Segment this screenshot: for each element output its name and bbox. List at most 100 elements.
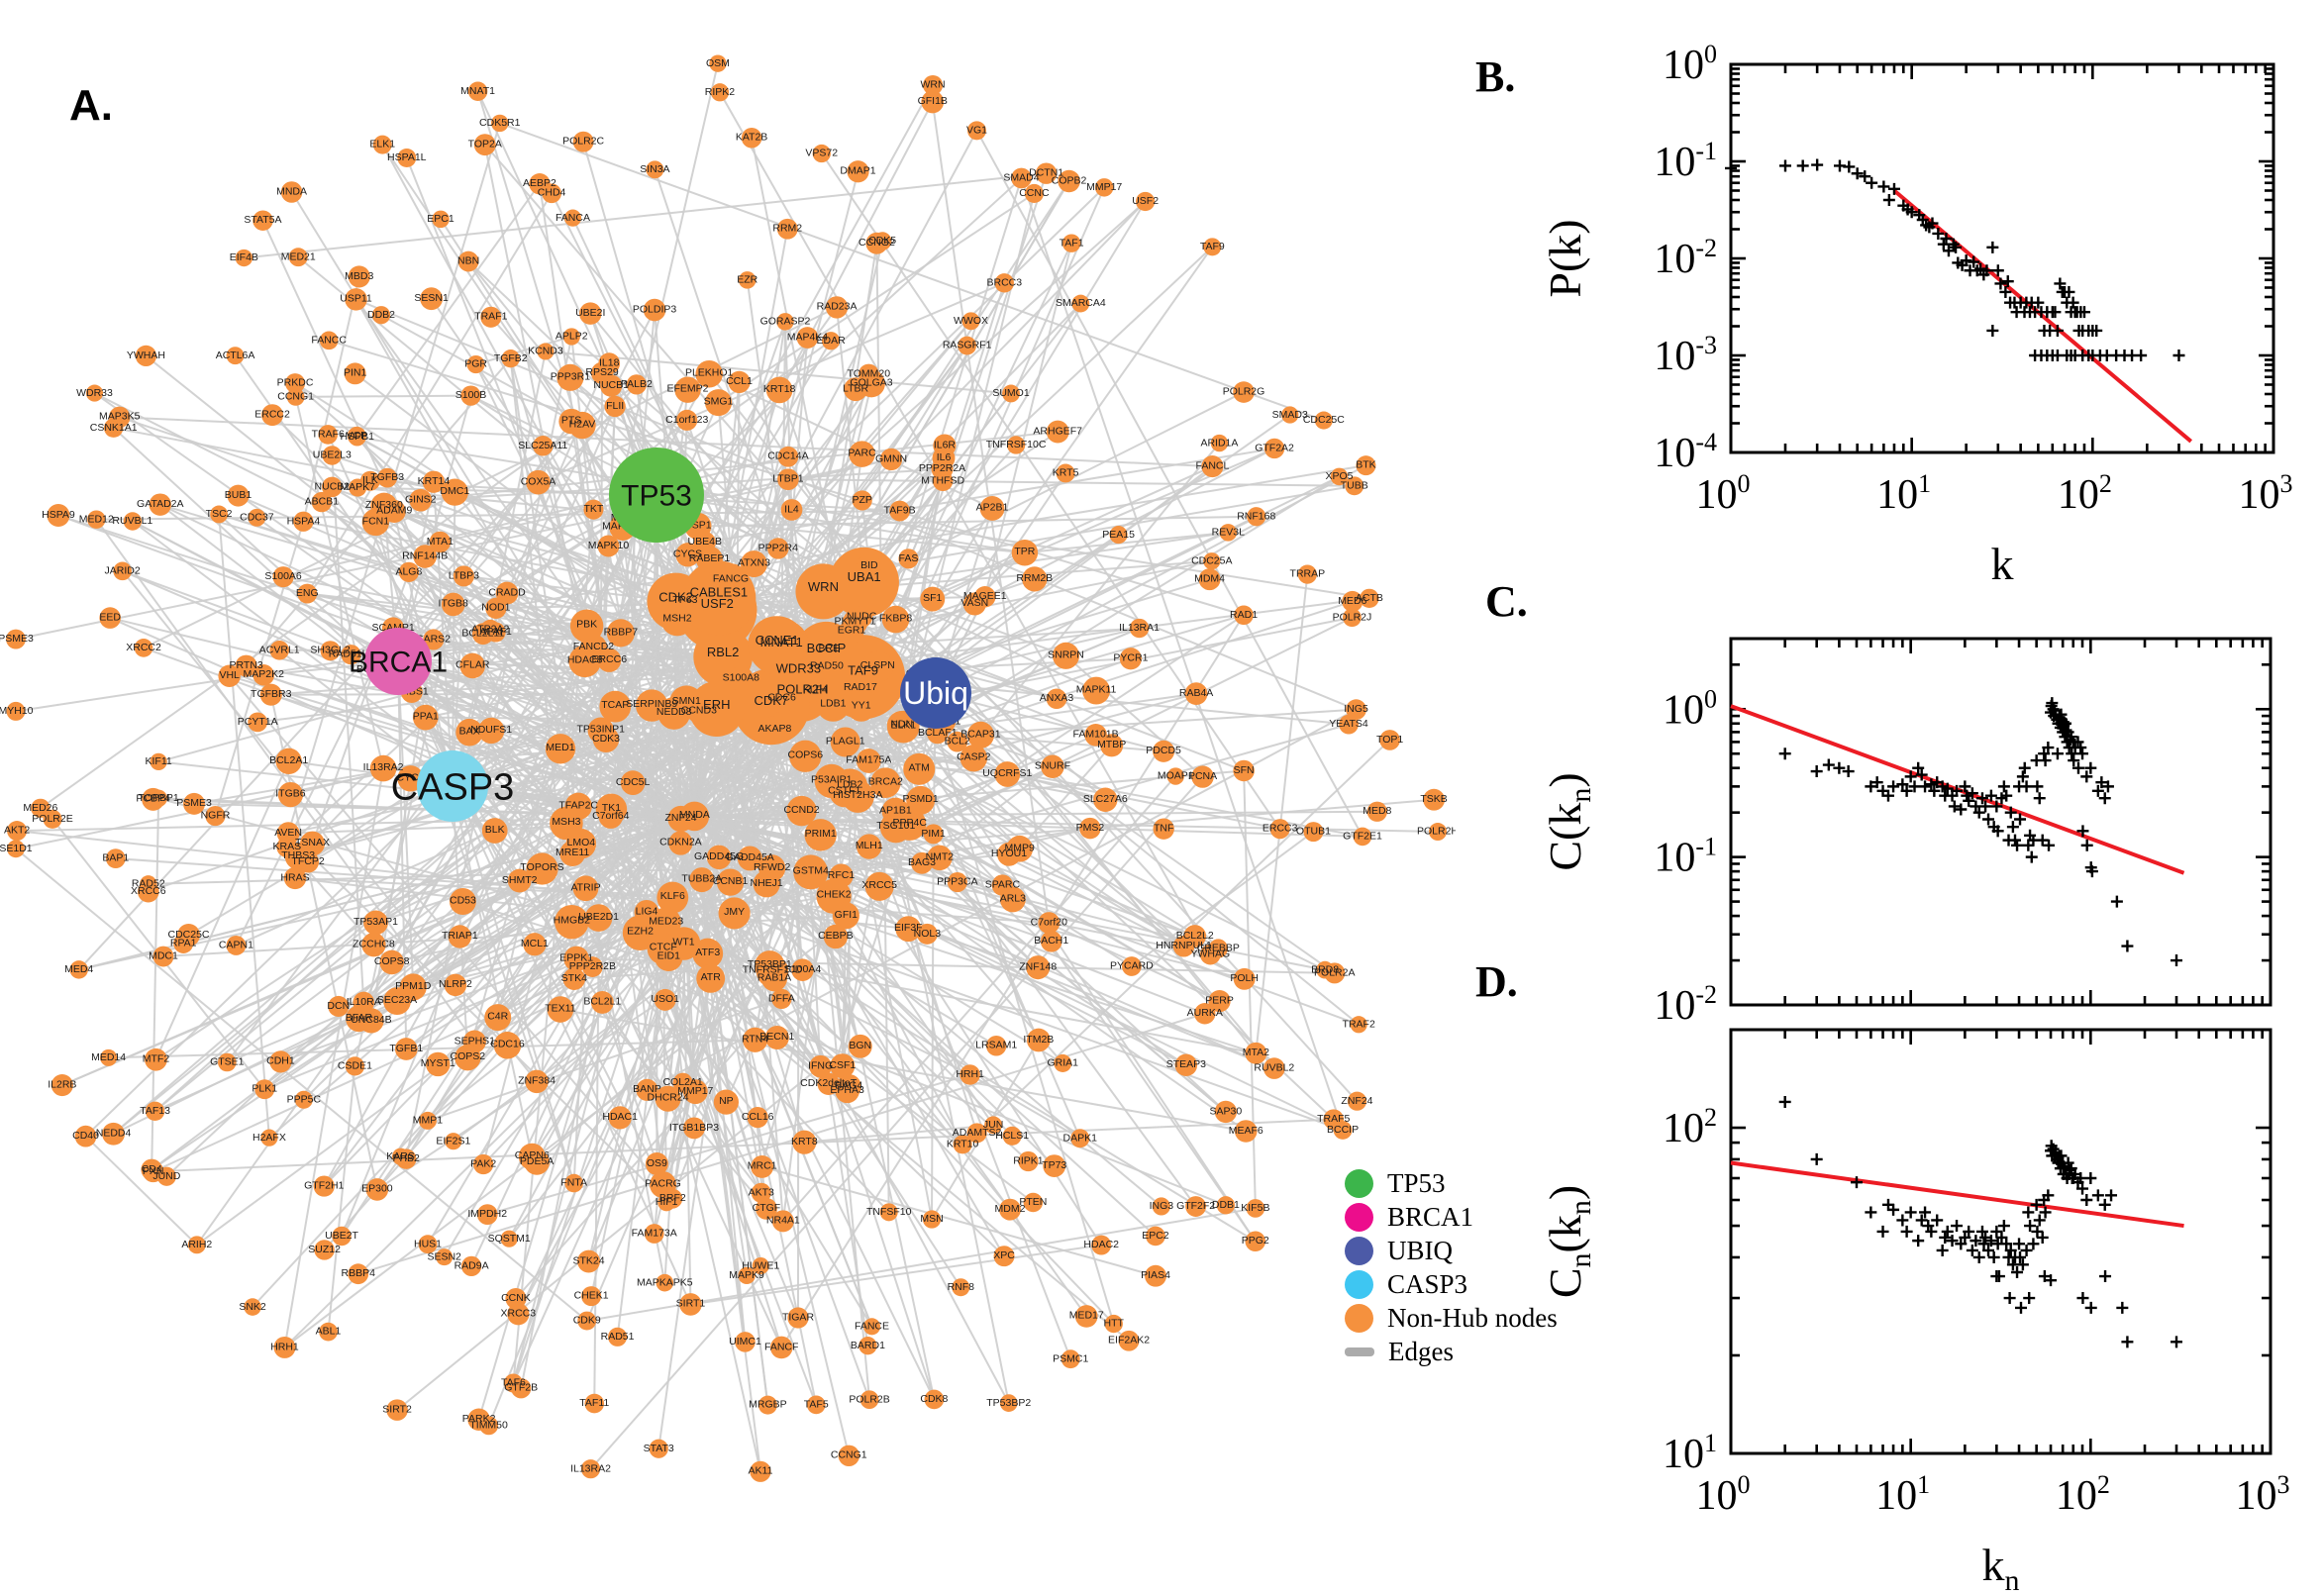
network-node [562, 967, 586, 990]
network-edge [868, 798, 1435, 848]
scatter-points [1778, 1095, 2183, 1348]
network-node [667, 805, 694, 833]
network-edge [517, 652, 828, 1315]
network-node [277, 781, 304, 808]
network-node-label: SLC27A6 [1083, 793, 1128, 805]
network-node-label: NEDD8 [656, 706, 692, 718]
network-node-label: MTA1 [427, 536, 454, 548]
network-node [476, 1204, 498, 1225]
network-node-label: BAX [459, 726, 480, 738]
network-edge [306, 192, 553, 595]
network-node [766, 684, 797, 714]
network-node [288, 248, 308, 267]
network-node [966, 1123, 987, 1144]
network-node [455, 718, 483, 747]
network-edge [486, 1073, 970, 1216]
network-node [218, 664, 241, 687]
network-node-label: RTN4 [742, 1033, 768, 1045]
network-node-label: CCL1 [726, 375, 753, 387]
network-node-label: BLK [485, 824, 505, 836]
network-node [318, 425, 338, 445]
network-edge [834, 936, 936, 1400]
network-node [999, 1198, 1021, 1221]
network-node [493, 1032, 522, 1059]
network-node-label: APAF1 [479, 626, 512, 638]
network-node-label: C1orf123 [665, 414, 708, 426]
network-node-label: MAP2K2 [244, 668, 285, 680]
network-node [346, 1005, 372, 1033]
network-node [74, 1125, 97, 1147]
network-edge [734, 912, 1344, 1132]
network-node-label: PIM1 [921, 828, 946, 840]
network-node [1002, 384, 1020, 403]
network-node-label: MTBP [1097, 739, 1126, 750]
network-node [760, 716, 789, 744]
network-node [1100, 734, 1124, 757]
network-node [141, 1158, 162, 1181]
network-node [1208, 990, 1231, 1013]
network-node [344, 362, 366, 385]
network-edge [679, 818, 747, 1343]
network-node [485, 597, 507, 619]
network-node-label: SEPHS1 [454, 1035, 496, 1047]
network-node [418, 1111, 437, 1130]
network-node [1350, 1016, 1367, 1034]
network-edge [397, 660, 575, 1184]
network-node [123, 512, 143, 531]
network-node [479, 1416, 499, 1436]
network-node-label: TGFB1 [389, 1043, 423, 1054]
network-edge [397, 421, 572, 662]
tick-label: 101 [1663, 1429, 1717, 1477]
network-node [149, 493, 171, 516]
network-node [1006, 436, 1026, 454]
legend-label: CASP3 [1387, 1268, 1468, 1299]
network-node [741, 128, 762, 149]
network-node [861, 650, 894, 683]
network-node-label: LIG4 [636, 906, 658, 918]
scatter-points [1725, 158, 2185, 361]
network-node [550, 806, 583, 841]
network-node [409, 488, 433, 512]
legend-item-ubiq: UBIQ [1345, 1234, 1558, 1267]
network-edge [848, 786, 852, 1087]
network-node-label: CDK7 [754, 693, 788, 708]
network-node [276, 837, 298, 857]
network-node [533, 436, 554, 456]
network-node-label: CTCF [650, 942, 677, 953]
network-node [606, 619, 635, 648]
tick-label: 102 [2056, 1470, 2110, 1519]
network-node [311, 491, 333, 513]
network-node-label: PZP [852, 494, 871, 506]
network-node [1219, 524, 1238, 542]
network-node [656, 1273, 674, 1292]
network-node [1233, 381, 1255, 403]
network-node [113, 561, 132, 581]
network-node-label: FCN1 [362, 515, 390, 527]
network-node [1054, 1053, 1072, 1072]
network-edge [1020, 177, 1344, 1131]
axis-label: C(kn​) [1540, 772, 1597, 870]
network-node-label: RPS29 [585, 366, 618, 378]
network-node-label: PLAGL1 [826, 735, 865, 747]
network-node-label: P53AIP1 [811, 773, 853, 785]
network-node [1152, 1197, 1170, 1216]
chart-panel-B: 100 101 102 103 10-4 10-3 10-2 10-1 100 k P(k) [1540, 40, 2293, 589]
legend-label: TP53 [1387, 1167, 1446, 1198]
network-node [372, 135, 392, 154]
network-node [1347, 1091, 1367, 1111]
network-node [69, 960, 88, 979]
network-node [583, 499, 604, 520]
network-node [1330, 467, 1349, 486]
network-node-label: HCLS1 [995, 1130, 1029, 1142]
network-edge [462, 900, 1227, 1207]
network-node [235, 249, 253, 267]
network-node [786, 795, 817, 827]
network-node-label: NOL3 [914, 928, 942, 940]
network-node [363, 910, 388, 936]
network-edge [132, 520, 573, 854]
network-node [371, 306, 391, 325]
network-node-label: COX5A [521, 475, 556, 487]
network-node [322, 446, 343, 465]
network-node [792, 1130, 817, 1154]
network-node [252, 664, 275, 686]
